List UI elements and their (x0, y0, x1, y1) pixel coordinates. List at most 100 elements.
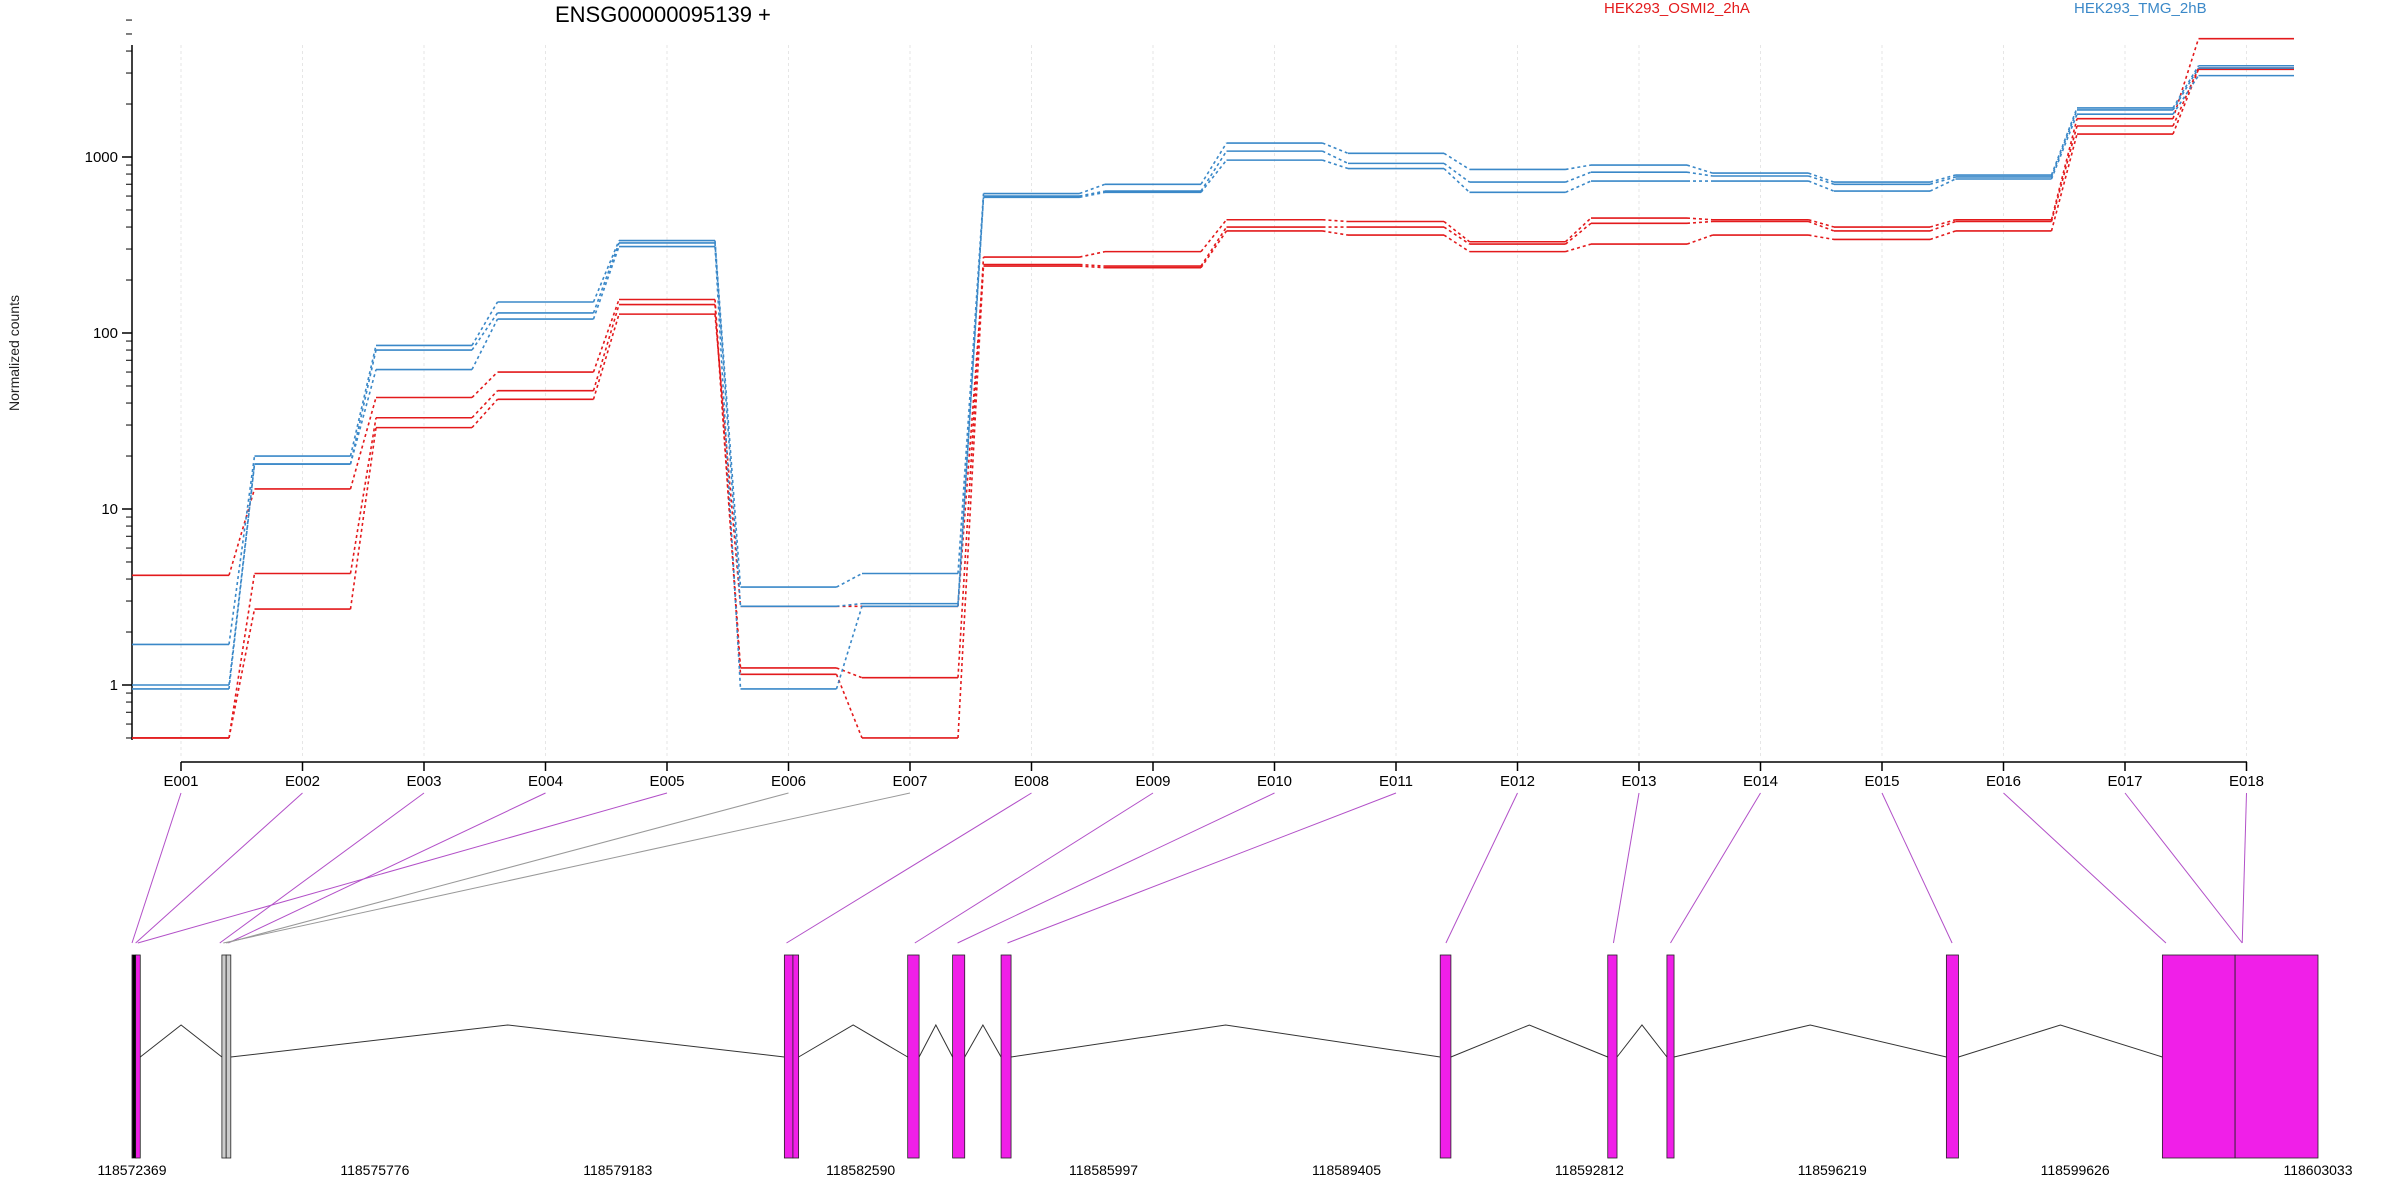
step-e012 (1565, 180, 1592, 194)
step-e011 (1443, 226, 1470, 245)
step-e012 (1565, 164, 1592, 171)
connector-e015 (1881, 792, 1953, 944)
exon-block-8 (952, 954, 966, 1159)
step-e003 (471, 301, 499, 346)
step-e010 (1322, 159, 1349, 170)
step-e004 (592, 313, 620, 400)
step-e001 (228, 463, 256, 686)
step-e014 (1808, 218, 1835, 228)
step-e013 (1686, 220, 1713, 225)
series-1 (132, 37, 2294, 679)
step-e009 (1200, 159, 1228, 193)
data-series (132, 37, 2294, 739)
step-e006 (836, 667, 863, 679)
connector-e005 (137, 792, 668, 944)
step-e011 (1443, 162, 1470, 183)
y-tick-label: 10 (101, 501, 118, 518)
step-e001 (228, 455, 256, 645)
connector-e012 (1445, 792, 1518, 944)
step-e010 (1322, 150, 1349, 165)
step-e008 (1079, 265, 1106, 269)
x-tick-label-e001: E001 (163, 773, 198, 790)
x-tick-label-e005: E005 (649, 773, 684, 790)
intron-5 (964, 1023, 1002, 1058)
step-e012 (1564, 222, 1592, 245)
step-e009 (1200, 219, 1228, 253)
step-e002 (349, 345, 377, 457)
series-5 (132, 67, 2294, 686)
intron-3 (798, 1024, 908, 1058)
step-e013 (1686, 217, 1713, 221)
y-tick-label: 1 (110, 677, 118, 694)
y-tick-label: 100 (93, 325, 118, 342)
x-axis-ticks: E001 E002 E003 E004 E005 E006 E007 E008 E009 E010… (163, 762, 2264, 790)
x-tick-label-e008: E008 (1014, 773, 1049, 790)
step-e011 (1443, 152, 1470, 171)
step-e008 (1079, 263, 1106, 267)
legend-item-group-b: HEK293_TMG_2hB (2074, 0, 2207, 17)
intron-4 (918, 1023, 954, 1058)
step-e009 (1200, 230, 1228, 269)
coordinate-tick-label: 118582590 (826, 1162, 895, 1178)
connector-e004 (228, 792, 546, 944)
step-e003 (471, 398, 499, 429)
step-e012 (1565, 243, 1592, 253)
exon-block-2 (135, 954, 141, 1159)
step-e008 (1079, 190, 1106, 197)
x-tick-label-e006: E006 (771, 773, 806, 790)
step-e001 (228, 608, 256, 739)
step-e003 (471, 390, 499, 419)
step-e004 (592, 299, 620, 373)
y-axis-label: Normalized counts (6, 295, 22, 411)
x-tick-label-e017: E017 (2107, 773, 2142, 790)
connector-e002 (135, 792, 303, 944)
coordinate-tick-label: 118585997 (1069, 1162, 1138, 1178)
coordinate-tick-label: 118592812 (1555, 1162, 1624, 1178)
exon-block-5 (783, 954, 794, 1159)
step-e002 (349, 397, 377, 490)
step-e011 (1443, 220, 1470, 243)
step-e002 (349, 427, 377, 610)
coordinate-tick-label: 118572369 (97, 1162, 166, 1178)
intron-6 (1010, 1024, 1441, 1058)
step-e016 (2050, 125, 2078, 222)
x-tick-label-e014: E014 (1743, 773, 1778, 790)
step-e016 (2050, 118, 2078, 220)
coordinate-tick-label: 118589405 (1312, 1162, 1381, 1178)
step-e008 (1079, 250, 1106, 258)
step-e017 (2172, 65, 2200, 109)
step-e011 (1443, 167, 1471, 193)
exon-block-3 (221, 954, 227, 1159)
step-e005 (714, 242, 742, 607)
x-tick-label-e011: E011 (1379, 773, 1413, 790)
step-e002 (349, 417, 377, 574)
exon-block-6 (792, 954, 800, 1159)
step-e004 (592, 240, 620, 303)
step-e015 (1929, 230, 1956, 241)
step-e004 (592, 246, 620, 320)
step-e012 (1564, 217, 1592, 243)
connector-e010 (957, 792, 1275, 944)
connector-e001 (131, 792, 182, 944)
step-e016 (2050, 133, 2078, 232)
step-e007 (957, 264, 985, 739)
connector-e007 (223, 792, 911, 944)
step-e009 (1200, 150, 1228, 192)
step-e012 (1565, 171, 1592, 183)
step-e015 (1929, 174, 1956, 183)
x-tick-label-e016: E016 (1986, 773, 2021, 790)
intron-7 (1450, 1024, 1608, 1058)
coordinate-tick-label: 118596219 (1798, 1162, 1867, 1178)
step-e006 (836, 602, 863, 608)
exon-connector-lines (131, 792, 2247, 944)
exon-block-10 (1439, 954, 1452, 1159)
connector-e003 (219, 792, 425, 944)
x-tick-label-e003: E003 (406, 773, 441, 790)
connector-e011 (1007, 792, 1397, 944)
step-e017 (2172, 75, 2200, 115)
step-e017 (2172, 38, 2200, 119)
exon-block-15 (2234, 954, 2319, 1159)
step-e002 (349, 349, 377, 465)
step-e003 (471, 312, 499, 351)
